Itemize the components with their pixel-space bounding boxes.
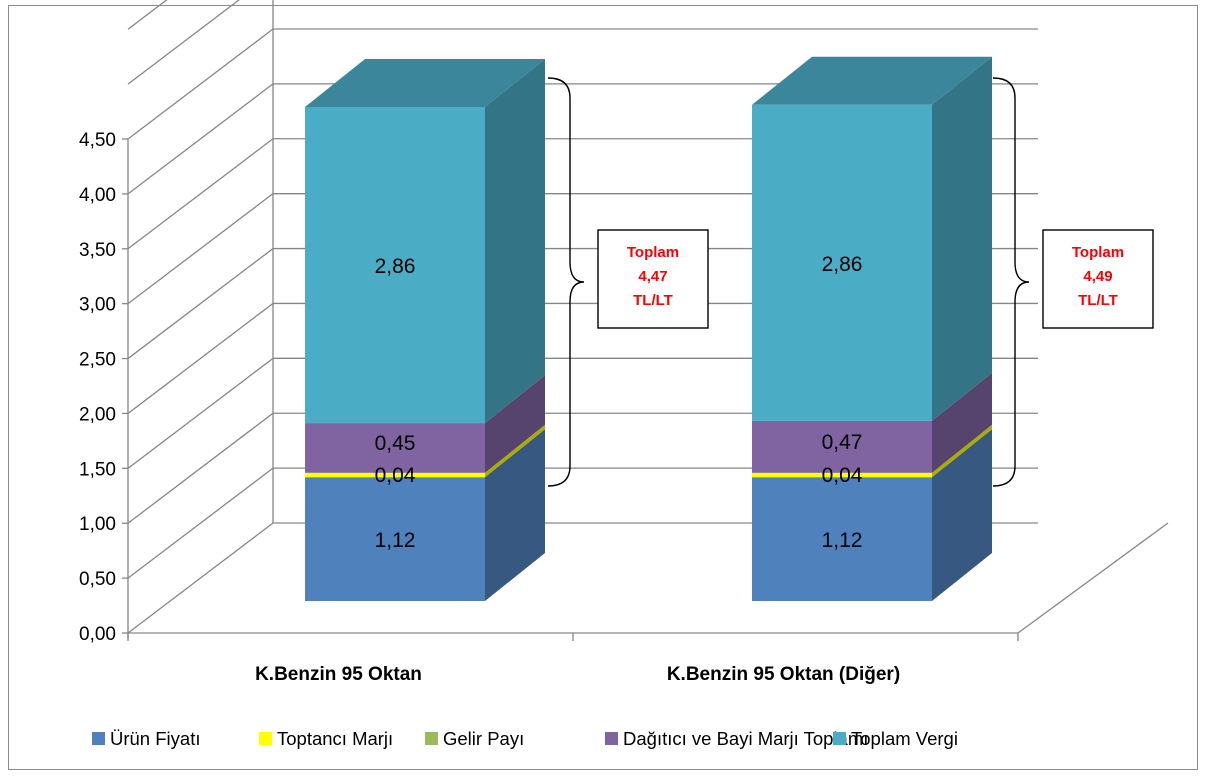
bar-stack: 1,12 0,04 0,47 2,86 K.Benzin 95 Oktan (Diğer… [667,56,992,685]
side-gridline [127,83,274,195]
y-axis: 0,00 0,50 1,00 1,50 2,00 2,50 3,00 3,50 4,00 4,50 [79,130,128,645]
side-gridline [127,357,274,469]
data-label: 0,45 [375,432,416,455]
legend-label: Ürün Fiyatı [110,728,200,749]
bar-top [305,59,545,107]
side-wall [128,50,273,633]
bar-segment [752,420,932,473]
y-tick-label: 0,00 [79,624,116,645]
bar-stack: 1,12 0,04 0,45 2,86 K.Benzin 95 Oktan [255,59,545,685]
floor-right-edge [1017,522,1169,634]
brace [992,77,1030,487]
total-text: Toplam [627,244,679,261]
total-text: TL/LT [1078,292,1118,309]
bar-segment [305,107,485,424]
y-tick-label: 1,00 [79,514,116,535]
bar-segment-side [932,424,992,478]
bar-segment-side [932,429,992,601]
side-gridline [127,302,274,414]
total-text: Toplam [1072,244,1124,261]
y-tick-label: 3,50 [79,240,116,261]
y-tick-label: 2,50 [79,350,116,371]
y-tick-label: 1,50 [79,459,116,480]
legend-swatch [425,732,438,745]
data-label: 0,47 [822,431,863,454]
side-gridline [127,412,274,524]
bar-segment-side [485,429,545,601]
side-gridline [127,28,274,140]
legend-label: Toplam Vergi [851,728,958,749]
total-text: 4,47 [638,268,667,285]
total-box [1042,229,1154,329]
legend: Ürün Fiyatı Toptancı Marjı Gelir Payı Dağıt… [92,728,958,749]
data-label: 2,86 [375,255,416,278]
side-gridline [127,138,274,250]
total-annotations: Toplam 4,47 TL/LT Toplam 4,49 TL/LT [547,77,1154,487]
side-gridline [127,248,274,360]
legend-label: Gelir Payı [443,728,524,749]
bar-segment-side [485,375,545,473]
legend-swatch [605,732,618,745]
y-tick-label: 0,50 [79,569,116,590]
y-tick-label: 3,00 [79,295,116,316]
bar-segment-side [932,56,992,421]
legend-label: Dağıtıcı ve Bayi Marjı Toplamı [623,728,868,749]
legend-swatch [259,732,272,745]
legend-label: Toptancı Marjı [277,728,393,749]
data-label: 0,04 [822,464,863,487]
category-label: K.Benzin 95 Oktan [255,664,422,685]
brace [547,77,585,487]
bar-segment-side [485,424,545,478]
data-label: 2,86 [822,253,863,276]
bar-top [752,56,992,105]
floor-left-edge [127,522,274,634]
bar-segment [305,472,485,478]
y-tick-label: 4,50 [79,130,116,151]
bar-segment [752,472,932,478]
legend-swatch [92,732,105,745]
side-gridline [127,0,240,85]
y-tick-label: 2,00 [79,404,116,425]
data-label: 1,12 [375,529,416,552]
bars: 1,12 0,04 0,45 2,86 K.Benzin 95 Oktan 1,12 0,0… [255,56,992,685]
bar-segment-side [932,372,992,473]
y-tick-label: 4,00 [79,185,116,206]
bar-segment-side [485,59,545,424]
bar-segment [752,104,932,421]
category-label: K.Benzin 95 Oktan (Diğer) [667,664,900,685]
data-label: 0,04 [375,464,416,487]
side-gridline [127,467,274,579]
bar-segment [305,423,485,473]
bar-segment [305,477,485,601]
data-label: 1,12 [822,529,863,552]
side-gridline [127,193,274,305]
legend-swatch [833,732,846,745]
total-text: TL/LT [633,292,673,309]
bar-segment [752,477,932,601]
total-text: 4,49 [1083,268,1112,285]
side-gridline [127,0,168,30]
total-box [597,229,709,329]
